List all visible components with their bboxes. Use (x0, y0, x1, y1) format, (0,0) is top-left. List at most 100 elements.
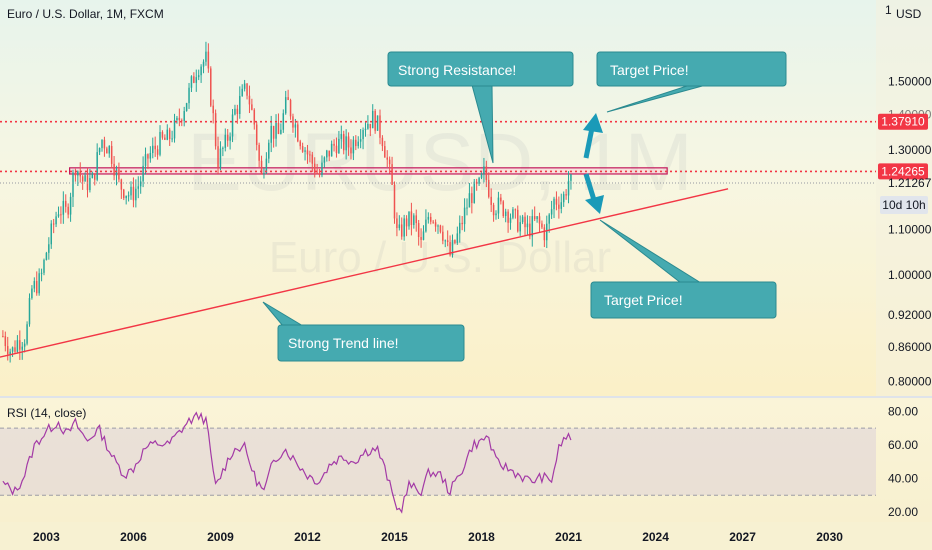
callout-target-price-up[interactable]: Target Price! (596, 51, 787, 113)
candle-body (173, 120, 176, 139)
candle-body (67, 206, 69, 215)
candle-body (500, 197, 502, 202)
candle-body (350, 147, 352, 154)
year-tick-label: 2003 (33, 530, 60, 544)
candle-body (335, 145, 338, 154)
candle-body (282, 113, 285, 130)
candle-body (420, 237, 422, 240)
candle-body (253, 109, 256, 125)
rsi-tick-label: 20.00 (888, 505, 918, 519)
candle-body (62, 200, 65, 215)
candle-body (188, 87, 190, 104)
candle-body (294, 124, 297, 128)
candle-body (60, 214, 62, 216)
candle-body (386, 157, 388, 160)
resistance-zone[interactable] (69, 167, 668, 175)
candle-body (251, 104, 253, 110)
candle-body (413, 215, 415, 225)
candle-body (558, 204, 560, 209)
candle-body (197, 75, 200, 78)
candle-body (326, 150, 328, 158)
rsi-tick-label: 40.00 (888, 471, 918, 485)
callout-target-price-down[interactable]: Target Price! (590, 219, 777, 319)
candle-body (352, 139, 355, 154)
candle-body (268, 142, 270, 159)
rsi-label[interactable]: RSI (14, close) (7, 406, 86, 420)
candle-body (130, 186, 132, 196)
candle-body (241, 88, 243, 96)
candle-body (398, 224, 401, 229)
candle-body (125, 195, 127, 199)
candle-body (200, 66, 202, 76)
price-badge-1-37910[interactable]: 1.37910 (878, 113, 928, 130)
currency-label[interactable]: USD (896, 7, 922, 21)
candle-body (376, 115, 379, 131)
candle-body (120, 179, 123, 190)
price-tick-label: 0.92000 (888, 308, 932, 322)
candle-body (427, 216, 430, 220)
candle-body (512, 209, 514, 218)
price-badge-1-24265[interactable]: 1.24265 (878, 163, 928, 180)
rsi-axis[interactable]: 80.00 60.00 40.00 20.00 (888, 404, 918, 519)
candle-body (226, 134, 229, 141)
candle-body (488, 179, 490, 197)
candle-body (255, 124, 258, 145)
candle-body (248, 95, 251, 105)
candle-body (555, 198, 558, 205)
candle-body (299, 141, 301, 147)
candle-body (236, 108, 239, 114)
candle-body (38, 273, 40, 294)
candle-body (243, 83, 246, 89)
candle-body (72, 172, 74, 197)
candle-body (340, 133, 343, 139)
watermark-name: Euro / U.S. Dollar (269, 233, 611, 282)
candle-body (338, 138, 340, 154)
trend-line[interactable] (0, 188, 729, 358)
candle-body (429, 216, 432, 222)
candle-body (263, 173, 265, 175)
candle-body (159, 131, 161, 155)
candle-body (28, 298, 31, 325)
candle-body (137, 186, 140, 189)
pane-separator[interactable] (0, 396, 932, 398)
candle-body (553, 198, 555, 210)
year-tick-label: 2030 (816, 530, 843, 544)
candle-body (526, 223, 529, 228)
candle-body (77, 171, 79, 176)
candle-body (217, 146, 219, 168)
candle-body (152, 145, 154, 154)
candle-body (507, 211, 509, 223)
candle-body (480, 173, 483, 178)
candle-body (195, 77, 198, 83)
candle-body (149, 153, 152, 159)
rsi-tick-label: 60.00 (888, 438, 918, 452)
candle-body (2, 336, 4, 338)
candle-body (178, 117, 181, 121)
last-price-text: 1.21267 (888, 176, 932, 190)
watermark-symbol: EURUSD, 1M (187, 117, 693, 208)
candle-body (101, 139, 103, 148)
candle-body (135, 188, 137, 201)
bar-countdown: 10d 10h (880, 196, 928, 214)
candle-body (388, 159, 391, 165)
last-price-label[interactable]: 1.21267 (888, 176, 932, 190)
callout-strong-resistance[interactable]: Strong Resistance! (387, 51, 574, 164)
price-badge-text: 1.24265 (881, 164, 925, 178)
candle-body (132, 186, 135, 201)
callout-strong-trend-line[interactable]: Strong Trend line! (262, 301, 465, 362)
candle-body (202, 61, 205, 67)
candle-body (11, 347, 14, 352)
candle-body (6, 346, 9, 355)
candle-body (483, 166, 485, 174)
candle-body (301, 146, 304, 152)
chart-title[interactable]: Euro / U.S. Dollar, 1M, FXCM (7, 7, 164, 21)
target-arrow-down[interactable] (583, 173, 604, 214)
candle-body (355, 139, 357, 147)
candle-body (371, 110, 374, 129)
candle-body (289, 99, 292, 117)
target-arrow-up[interactable] (583, 113, 603, 159)
time-axis[interactable]: 2003 2006 2009 2012 2015 2018 2021 2024 … (33, 530, 843, 544)
candle-body (103, 139, 106, 149)
time-axis-background (0, 522, 932, 550)
